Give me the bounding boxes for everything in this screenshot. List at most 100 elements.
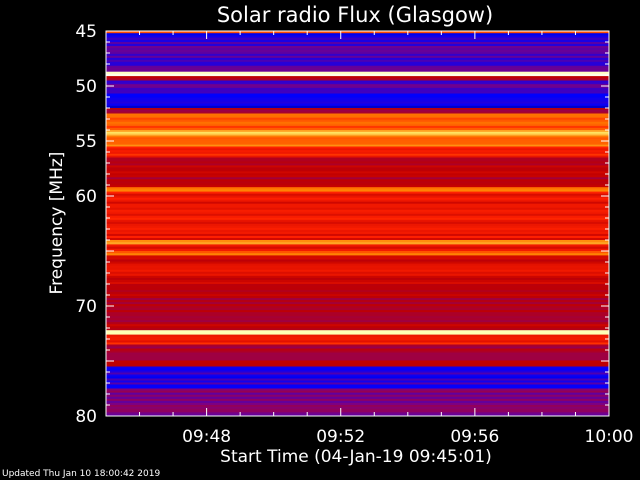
frequency-band-25-row-1 bbox=[106, 390, 609, 394]
frequency-band-12-row-4 bbox=[106, 153, 609, 157]
frequency-band-13-row-11 bbox=[106, 179, 609, 182]
frequency-band-11-row-1 bbox=[106, 137, 609, 140]
frequency-band-15-row-13 bbox=[106, 217, 609, 221]
frequency-band-23-row-0 bbox=[106, 344, 609, 347]
frequency-band-25-row-0 bbox=[106, 388, 609, 391]
frequency-band-26-row-4 bbox=[106, 412, 609, 415]
frequency-band-24-row-5 bbox=[106, 376, 609, 379]
frequency-band-2-row-7 bbox=[106, 55, 609, 59]
frequency-band-20-row-13 bbox=[106, 310, 609, 313]
frequency-band-23-row-8 bbox=[106, 360, 609, 363]
frequency-band-2-row-6 bbox=[106, 53, 609, 57]
frequency-band-19-row-6 bbox=[106, 267, 609, 271]
frequency-band-15-row-9 bbox=[106, 209, 609, 213]
frequency-band-20-row-22 bbox=[106, 328, 609, 331]
frequency-band-20-row-8 bbox=[106, 300, 609, 303]
frequency-band-13-row-10 bbox=[106, 177, 609, 180]
frequency-band-13-row-3 bbox=[106, 163, 609, 166]
y-axis-label: Frequency [MHz] bbox=[47, 152, 67, 295]
frequency-band-23-row-7 bbox=[106, 358, 609, 361]
frequency-band-20-row-14 bbox=[106, 312, 609, 315]
y-tick-label: 60 bbox=[75, 187, 97, 207]
frequency-band-13-row-14 bbox=[106, 185, 609, 188]
frequency-band-15-row-12 bbox=[106, 215, 609, 219]
frequency-band-15-row-8 bbox=[106, 207, 609, 211]
frequency-band-6-row-2 bbox=[106, 95, 609, 98]
frequency-band-19-row-3 bbox=[106, 261, 609, 264]
frequency-band-15-row-6 bbox=[106, 203, 609, 207]
frequency-band-26-row-3 bbox=[106, 410, 609, 413]
frequency-band-15-row-17 bbox=[106, 225, 609, 229]
frequency-band-5-row-3 bbox=[106, 86, 609, 89]
frequency-band-11-row-0 bbox=[106, 135, 609, 138]
frequency-band-9-row-3 bbox=[106, 119, 609, 123]
chart-title: Solar radio Flux (Glasgow) bbox=[217, 3, 493, 27]
frequency-band-9-row-1 bbox=[106, 115, 609, 119]
frequency-band-3-row-0 bbox=[106, 71, 609, 75]
frequency-band-11-row-4 bbox=[106, 142, 609, 146]
frequency-band-15-row-7 bbox=[106, 205, 609, 209]
frequency-band-5-row-2 bbox=[106, 84, 609, 87]
frequency-band-2-row-4 bbox=[106, 49, 609, 53]
frequency-band-23-row-10 bbox=[106, 364, 609, 367]
frequency-band-19-row-1 bbox=[106, 257, 609, 260]
frequency-band-20-row-17 bbox=[106, 318, 609, 321]
frequency-band-10-row-2 bbox=[106, 133, 609, 136]
frequency-band-19-row-4 bbox=[106, 263, 609, 267]
frequency-band-19-row-11 bbox=[106, 277, 609, 281]
frequency-band-24-row-4 bbox=[106, 374, 609, 377]
frequency-band-10-row-1 bbox=[106, 131, 609, 135]
frequency-band-15-row-4 bbox=[106, 199, 609, 203]
frequency-band-2-row-5 bbox=[106, 51, 609, 55]
frequency-band-24-row-2 bbox=[106, 370, 609, 373]
frequency-band-25-row-7 bbox=[106, 402, 609, 406]
frequency-band-9-row-7 bbox=[106, 127, 609, 131]
frequency-band-15-row-18 bbox=[106, 227, 609, 231]
frequency-band-14-row-1 bbox=[106, 189, 609, 192]
frequency-band-5-row-4 bbox=[106, 87, 609, 91]
frequency-band-16-row-1 bbox=[106, 242, 609, 245]
frequency-band-20-row-12 bbox=[106, 308, 609, 311]
frequency-band-12-row-0 bbox=[106, 146, 609, 149]
frequency-band-23-row-4 bbox=[106, 352, 609, 355]
frequency-band-20-row-1 bbox=[106, 286, 609, 289]
frequency-band-1-row-1 bbox=[106, 35, 609, 38]
frequency-band-19-row-10 bbox=[106, 275, 609, 279]
x-tick-label: 09:48 bbox=[182, 427, 231, 447]
frequency-band-6-row-3 bbox=[106, 97, 609, 100]
frequency-band-18-row-1 bbox=[106, 253, 609, 256]
heatmap-area bbox=[106, 31, 609, 416]
frequency-band-20-row-21 bbox=[106, 326, 609, 329]
frequency-band-13-row-0 bbox=[106, 157, 609, 160]
frequency-band-14-row-0 bbox=[106, 187, 609, 190]
frequency-band-26-row-2 bbox=[106, 408, 609, 411]
frequency-band-24-row-3 bbox=[106, 372, 609, 375]
frequency-band-24-row-10 bbox=[106, 386, 609, 389]
frequency-band-23-row-5 bbox=[106, 354, 609, 357]
frequency-band-13-row-7 bbox=[106, 171, 609, 174]
frequency-band-13-row-13 bbox=[106, 183, 609, 186]
frequency-band-13-row-12 bbox=[106, 181, 609, 184]
frequency-band-23-row-6 bbox=[106, 356, 609, 359]
frequency-band-2-row-8 bbox=[106, 57, 609, 61]
frequency-band-8-row-1 bbox=[106, 109, 609, 113]
frequency-band-26-row-0 bbox=[106, 405, 609, 408]
frequency-band-22-row-4 bbox=[106, 342, 609, 345]
frequency-band-13-row-2 bbox=[106, 161, 609, 164]
frequency-band-24-row-8 bbox=[106, 382, 609, 385]
frequency-band-23-row-9 bbox=[106, 362, 609, 365]
frequency-band-15-row-20 bbox=[106, 231, 609, 235]
y-tick-label: 80 bbox=[75, 407, 97, 427]
frequency-band-25-row-3 bbox=[106, 394, 609, 398]
frequency-band-0-row-0 bbox=[106, 31, 609, 34]
frequency-band-15-row-22 bbox=[106, 235, 609, 239]
y-tick-label: 70 bbox=[75, 297, 97, 317]
frequency-band-3-row-1 bbox=[106, 73, 609, 77]
frequency-band-12-row-1 bbox=[106, 148, 609, 151]
frequency-band-15-row-5 bbox=[106, 201, 609, 205]
frequency-band-5-row-0 bbox=[106, 80, 609, 83]
frequency-band-24-row-6 bbox=[106, 378, 609, 381]
frequency-band-25-row-2 bbox=[106, 392, 609, 396]
frequency-band-1-row-3 bbox=[106, 39, 609, 43]
frequency-band-24-row-7 bbox=[106, 380, 609, 383]
